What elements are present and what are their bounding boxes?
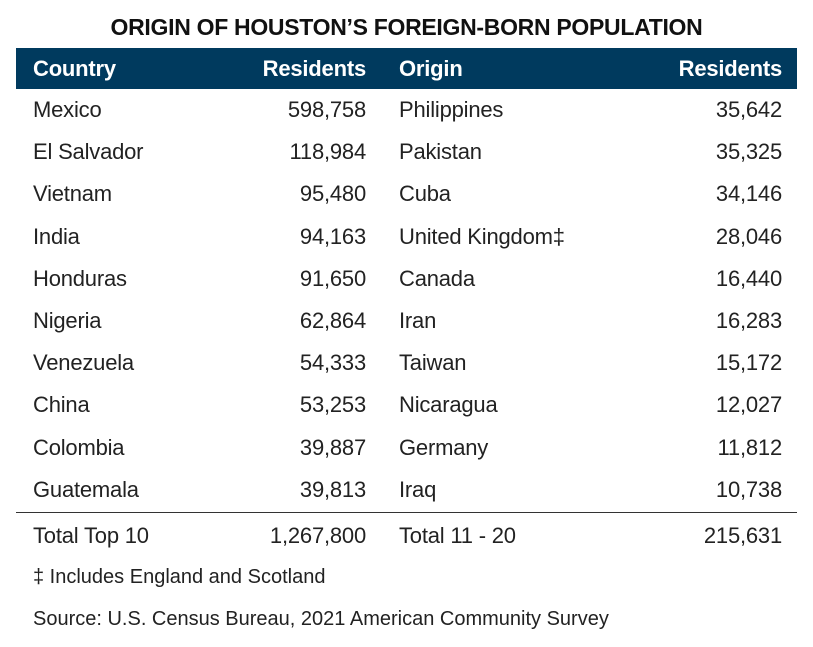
cell-country: Colombia (33, 434, 125, 460)
cell-residents-1: 95,480 (299, 181, 366, 207)
cell-origin: Pakistan (399, 139, 482, 165)
cell-residents-1: 94,163 (299, 223, 366, 249)
table-row: Nigeria 62,864 Iran 16,283 (16, 300, 797, 342)
cell-residents-1: 62,864 (299, 308, 366, 333)
cell-origin: Canada (399, 265, 475, 291)
cell-country: Vietnam (33, 181, 112, 207)
table-row: Vietnam 95,480 Cuba 34,146 (16, 173, 797, 215)
cell-residents-1: 598,758 (287, 97, 366, 122)
cell-residents-2: 15,172 (715, 350, 782, 376)
table-row: Colombia 39,887 Germany 11,812 (16, 427, 797, 469)
cell-residents-1: 54,333 (299, 350, 366, 376)
cell-residents-1: 118,984 (289, 139, 367, 165)
cell-residents-2: 12,027 (715, 392, 782, 418)
cell-residents-2: 34,146 (715, 181, 782, 207)
total-11-20-label: Total 11 - 20 (399, 523, 516, 548)
total-top10-value: 1,267,800 (269, 523, 366, 548)
cell-country: China (33, 392, 90, 418)
cell-origin: Iraq (399, 476, 437, 502)
header-origin: Origin (399, 56, 463, 81)
table-row: El Salvador 118,984 Pakistan 35,325 (16, 131, 797, 173)
cell-origin: Nicaragua (399, 392, 498, 418)
header-country: Country (33, 56, 116, 81)
table-row: Guatemala 39,813 Iraq 10,738 (16, 469, 797, 511)
table-row: Mexico 598,758 Philippines 35,642 (16, 89, 797, 131)
cell-residents-1: 39,813 (299, 476, 366, 502)
header-residents-2: Residents (678, 56, 783, 81)
cell-residents-2: 16,283 (715, 308, 782, 333)
table-row: China 53,253 Nicaragua 12,027 (16, 384, 797, 426)
cell-origin: Philippines (399, 97, 504, 122)
cell-origin: Taiwan (399, 350, 467, 376)
table-title: ORIGIN OF HOUSTON’S FOREIGN-BORN POPULAT… (110, 14, 703, 40)
table-row: Venezuela 54,333 Taiwan 15,172 (16, 342, 797, 384)
cell-country: El Salvador (33, 139, 144, 165)
cell-residents-1: 53,253 (299, 392, 366, 418)
cell-origin: United Kingdom‡ (399, 223, 565, 249)
cell-country: India (33, 223, 80, 249)
cell-country: Honduras (33, 265, 127, 291)
cell-country: Venezuela (33, 350, 134, 376)
total-11-20-value: 215,631 (703, 523, 782, 548)
table-row: India 94,163 United Kingdom‡ 28,046 (16, 216, 797, 258)
cell-residents-2: 28,046 (715, 223, 782, 249)
total-top10-label: Total Top 10 (33, 523, 149, 548)
source-note: Source: U.S. Census Bureau, 2021 America… (33, 608, 609, 630)
cell-residents-1: 91,650 (299, 265, 366, 291)
cell-residents-2: 35,642 (715, 97, 782, 122)
cell-country: Nigeria (33, 308, 102, 333)
table-header: Country Residents Origin Residents (16, 48, 797, 89)
cell-country: Guatemala (33, 476, 139, 502)
cell-origin: Iran (399, 308, 437, 333)
totals-divider (16, 512, 797, 513)
cell-residents-2: 11,812 (717, 434, 783, 460)
totals-row: Total Top 10 1,267,800 Total 11 - 20 215… (16, 515, 797, 557)
cell-country: Mexico (33, 97, 102, 122)
cell-residents-2: 35,325 (715, 139, 782, 165)
cell-residents-1: 39,887 (299, 434, 366, 460)
table-row: Honduras 91,650 Canada 16,440 (16, 258, 797, 300)
cell-origin: Cuba (399, 181, 451, 207)
footnote: ‡ Includes England and Scotland (33, 566, 326, 588)
cell-origin: Germany (399, 434, 489, 460)
header-residents-1: Residents (262, 56, 367, 81)
cell-residents-2: 10,738 (715, 476, 782, 502)
cell-residents-2: 16,440 (715, 265, 782, 291)
